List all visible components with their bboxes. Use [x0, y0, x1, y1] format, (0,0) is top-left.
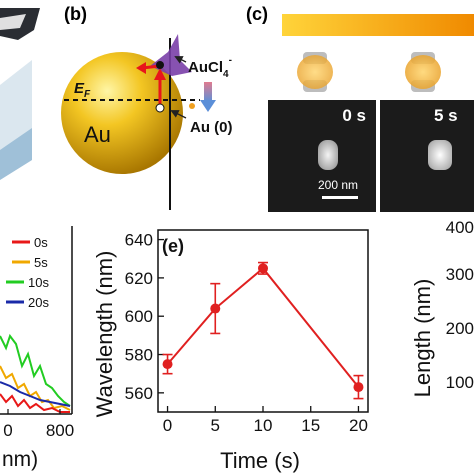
aucl4-label: AuCl4-: [188, 55, 232, 80]
nanorod-icons: [297, 52, 441, 92]
right-tick-label: 200: [446, 319, 474, 338]
y-tick-label: 580: [125, 346, 153, 365]
data-point: [258, 263, 268, 274]
panel-a-fragment: [0, 8, 40, 180]
data-point: [210, 303, 221, 314]
y-tick-label: 620: [125, 269, 153, 288]
au0-dot: [189, 103, 195, 109]
legend: 0s 5s 10s 20s: [6, 235, 49, 310]
chart-marks: [162, 261, 364, 400]
au0-label: Au (0): [190, 119, 233, 136]
legend-label-5s: 5s: [34, 255, 48, 270]
x-axis-title: Time (s): [220, 448, 300, 473]
sem-time-label: 5 s: [434, 106, 458, 125]
scale-bar-label: 200 nm: [318, 178, 359, 192]
legend-label-0s: 0s: [34, 235, 48, 250]
hole-dot: [155, 103, 165, 113]
panel-d-spectra: 0s 5s 10s 20s 0 800 nm): [0, 226, 74, 471]
series-line: [166, 266, 360, 388]
x-tick-label: 0: [3, 421, 12, 440]
spectrum-10s: [0, 333, 71, 407]
nanorod-particle: [318, 140, 338, 170]
data-point: [162, 359, 173, 370]
nanorod-particle: [428, 140, 452, 170]
nanorod-icon-0s: [297, 52, 333, 92]
sem-image-5s: 5 s: [380, 100, 474, 212]
x-tick-label: 20: [349, 416, 368, 435]
right-tick-label: 300: [446, 265, 474, 284]
y-tick-label: 640: [125, 231, 153, 250]
x-tick-label: 800: [46, 421, 74, 440]
x-tick-label: 0: [163, 416, 172, 435]
electron-dot: [156, 61, 164, 69]
nanorod-icon-5s: [405, 52, 441, 92]
wavelength-time-chart: (e) 0 5 10 15 20 560 580 600 620 640 Time (s) Wav…: [92, 229, 369, 473]
spectrum-20s: [0, 381, 71, 407]
x-tick-label: 10: [254, 416, 273, 435]
plot-frame: [157, 229, 369, 413]
spectrum-0s: [0, 393, 70, 413]
y-tick-label: 560: [125, 384, 153, 403]
right-axis-title: Length (nm): [410, 279, 435, 398]
x-tick-label: 15: [301, 416, 320, 435]
sem-time-label: 0 s: [342, 106, 366, 125]
scale-bar: [322, 196, 358, 199]
time-gradient-bar: [282, 14, 474, 36]
panel-b-schematic: EF Au AuCl4- Au (0): [61, 34, 233, 210]
sem-image-0s: 0 s 200 nm: [268, 100, 376, 212]
length-axis-fragment: Length (nm) 400 300 200 100: [410, 218, 474, 398]
y-axis-title: Wavelength (nm): [92, 251, 117, 418]
legend-label-20s: 20s: [28, 295, 49, 310]
gold-nanoparticle: [61, 52, 183, 174]
chart-axes: 0 5 10 15 20 560 580 600 620 640: [125, 229, 369, 435]
panel-c-label: (c): [246, 4, 268, 24]
x-tick-label: 5: [211, 416, 220, 435]
y-tick-label: 600: [125, 307, 153, 326]
right-tick-label: 400: [446, 218, 474, 237]
spectrum-5s: [0, 365, 71, 411]
legend-label-10s: 10s: [28, 275, 49, 290]
fermi-label: EF: [74, 80, 91, 100]
panel-e-label: (e): [162, 236, 184, 256]
x-axis-label: nm): [2, 448, 38, 471]
panel-b-label: (b): [64, 4, 87, 24]
reduction-arrow: [204, 82, 212, 102]
data-point: [353, 382, 364, 393]
au-label: Au: [84, 122, 111, 147]
right-tick-label: 100: [446, 373, 474, 392]
